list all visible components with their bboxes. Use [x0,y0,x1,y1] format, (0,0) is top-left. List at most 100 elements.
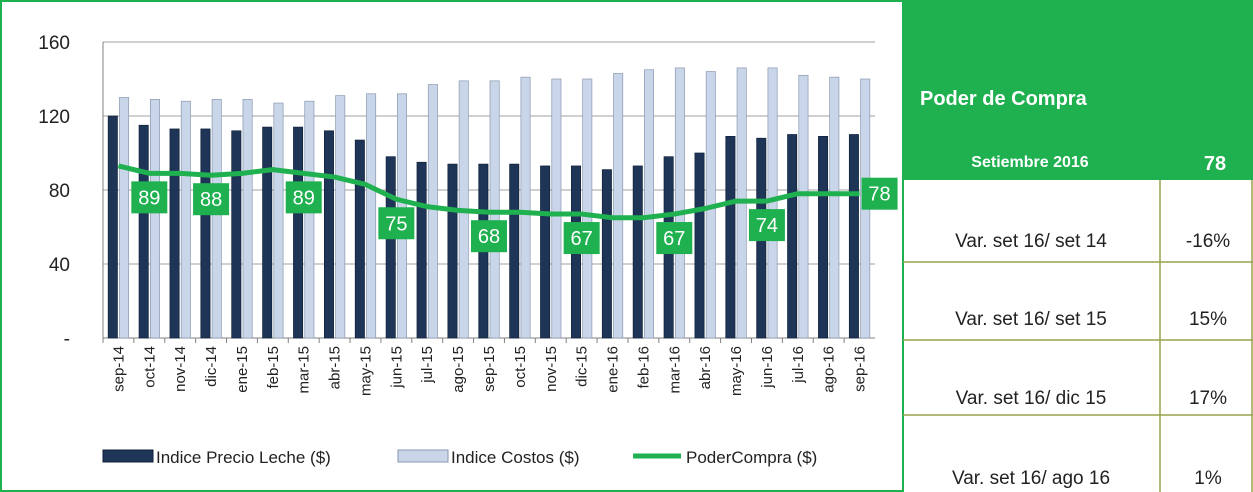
bar [211,98,222,339]
x-tick-label: may-16 [728,346,745,396]
bar [694,152,705,339]
data-label: 74 [756,215,778,237]
bar [520,76,531,339]
x-tick-label: jul-16 [790,346,807,384]
data-label: 88 [200,189,222,211]
table-title: Poder de Compra [920,88,1088,110]
bar [242,98,253,339]
bar [416,161,427,339]
x-tick-label: dic-14 [203,346,220,387]
table-period: Setiembre 2016 [971,154,1089,171]
x-tick-label: may-15 [357,346,374,396]
bar [674,67,685,339]
line [117,163,860,221]
legend-label: Indice Costos ($) [451,448,580,467]
x-tick-label: abr-16 [697,346,714,389]
row-label: Var. set 16/ ago 16 [952,468,1110,489]
bar [551,78,562,339]
bar [149,98,160,339]
bar [798,74,809,339]
data-label: 75 [385,213,407,235]
bar [385,156,396,339]
bar [632,165,643,339]
bar [366,93,377,339]
x-tick-label: nov-14 [172,346,189,392]
x-tick-label: nov-15 [543,346,560,392]
bar [273,102,284,339]
row-label: Var. set 16/ set 14 [955,231,1107,252]
x-tick-label: abr-15 [327,346,344,389]
y-tick-label: 160 [38,33,70,54]
x-tick-label: ago-16 [821,346,838,393]
x-tick-label: feb-15 [265,346,282,389]
bar [427,84,438,339]
bar [848,134,859,339]
bar [540,165,551,339]
y-tick-label: - [64,329,70,350]
bar [489,80,500,339]
bar [601,169,612,339]
y-tick-label: 120 [38,107,70,128]
row-label: Var. set 16/ dic 15 [956,388,1107,409]
data-label-box [471,220,507,253]
bar [829,76,840,339]
x-tick-label: sep-14 [110,346,127,392]
bar [644,69,655,339]
bar [354,139,365,339]
x-tick-label: ene-15 [234,346,251,393]
x-tick-label: jul-15 [419,346,436,384]
data-label-box [563,222,600,255]
data-label-box [285,181,322,214]
data-label: 89 [293,187,315,209]
bar [231,130,242,339]
bar [200,128,211,339]
bar [335,95,346,339]
bar [138,124,149,339]
data-label: 78 [868,184,890,206]
bar [787,134,798,339]
legend-label: Indice Precio Leche ($) [156,448,331,467]
data-label: 89 [138,187,160,209]
row-value: -16% [1186,231,1230,252]
bar [119,97,130,339]
bar [582,78,593,339]
x-tick-label: oct-15 [512,346,529,388]
data-label-box [748,209,785,242]
x-tick-label: ago-15 [450,346,467,393]
data-label: 68 [478,226,500,248]
x-tick-label: jun-15 [388,346,405,389]
data-label-box [131,181,168,214]
bar [323,130,334,339]
row-label: Var. set 16/ set 15 [955,309,1107,330]
x-tick-label: dic-15 [574,346,591,387]
x-tick-label: feb-16 [635,346,652,389]
bar [509,163,520,339]
row-value: 1% [1194,468,1222,489]
bar [447,163,458,339]
data-label-box [193,183,230,216]
y-tick-label: 80 [49,181,70,202]
legend-label: PoderCompra ($) [686,448,817,467]
x-tick-label: oct-14 [141,346,158,388]
data-label: 67 [571,228,593,250]
x-tick-label: jun-16 [759,346,776,389]
table-borders [903,180,1253,492]
row-value: 17% [1189,388,1227,409]
table-header [903,0,1253,180]
bar [262,126,273,339]
bar [180,100,191,339]
bar [107,115,118,339]
x-tick-label: mar-16 [666,346,683,394]
data-label-box [378,207,415,240]
bar [818,136,829,339]
bar [169,128,180,339]
x-tick-label: sep-16 [852,346,869,392]
table-period-value: 78 [1204,153,1226,175]
data-label-box [656,222,693,255]
legend-swatch [102,449,154,463]
bar [725,136,736,339]
x-tick-label: sep-15 [481,346,498,392]
bar [304,100,315,339]
